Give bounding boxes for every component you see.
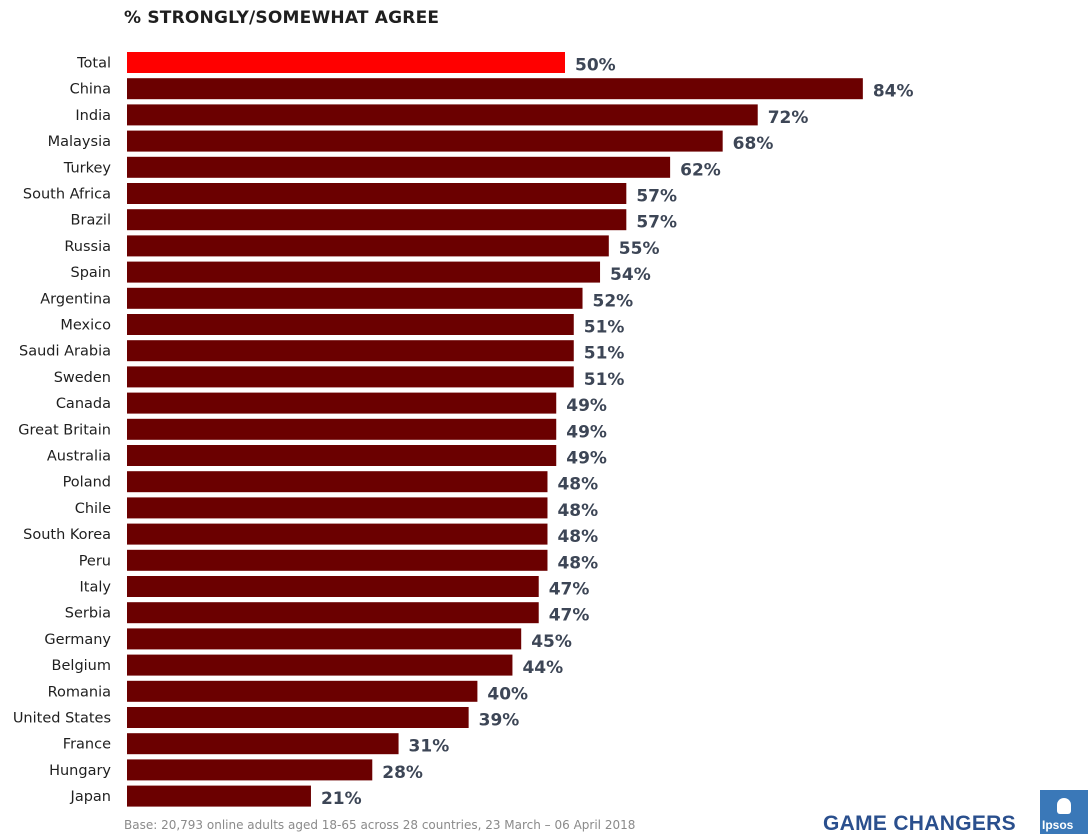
- bar-romania: [127, 680, 478, 702]
- value-label-peru: 48%: [557, 553, 598, 573]
- category-label-russia: Russia: [64, 239, 111, 255]
- category-label-chile: Chile: [75, 501, 111, 517]
- category-label-turkey: Turkey: [63, 160, 112, 176]
- value-label-turkey: 62%: [680, 160, 721, 180]
- bar-belgium: [127, 654, 513, 676]
- base-note: Base: 20,793 online adults aged 18-65 ac…: [124, 818, 636, 832]
- value-label-sweden: 51%: [584, 370, 625, 390]
- category-label-poland: Poland: [63, 475, 111, 491]
- value-label-poland: 48%: [557, 475, 598, 495]
- value-label-chile: 48%: [557, 501, 598, 521]
- bar-poland: [127, 471, 548, 493]
- bar-total: [127, 52, 565, 73]
- value-label-china: 84%: [873, 82, 914, 102]
- category-label-peru: Peru: [79, 553, 111, 569]
- bar-mexico: [127, 314, 574, 335]
- category-label-hungary: Hungary: [49, 763, 111, 779]
- bar-turkey: [127, 156, 671, 178]
- brand-tagline: GAME CHANGERS: [823, 812, 1016, 835]
- category-label-south-korea: South Korea: [23, 527, 111, 543]
- value-label-malaysia: 68%: [733, 134, 774, 154]
- category-label-serbia: Serbia: [65, 606, 111, 622]
- bar-serbia: [127, 602, 539, 624]
- category-label-germany: Germany: [44, 632, 111, 648]
- category-label-malaysia: Malaysia: [48, 134, 111, 150]
- bar-chart: Total 50% China 84% India 72% Malaysia 68% Turke…: [13, 52, 914, 809]
- category-label-brazil: Brazil: [71, 213, 111, 229]
- value-label-mexico: 51%: [584, 318, 625, 338]
- logo-mark-icon: [1057, 798, 1071, 814]
- logo-text: Ipsos: [1042, 818, 1074, 832]
- value-label-total: 50%: [575, 56, 616, 76]
- bar-great-britain: [127, 418, 557, 440]
- category-label-south-africa: South Africa: [23, 187, 111, 203]
- value-label-saudi-arabia: 51%: [584, 344, 625, 364]
- value-label-germany: 45%: [531, 632, 572, 652]
- value-label-spain: 54%: [610, 265, 651, 285]
- bar-argentina: [127, 287, 583, 309]
- value-label-canada: 49%: [566, 396, 607, 416]
- category-label-total: Total: [76, 56, 111, 72]
- bar-sweden: [127, 366, 574, 388]
- bar-japan: [127, 785, 311, 807]
- chart-subtitle: % STRONGLY/SOMEWHAT AGREE: [124, 8, 440, 28]
- value-label-united-states: 39%: [479, 711, 520, 731]
- bar-united-states: [127, 707, 469, 728]
- bar-canada: [127, 392, 557, 414]
- category-label-argentina: Argentina: [40, 291, 111, 307]
- bar-china: [127, 78, 863, 100]
- category-label-australia: Australia: [47, 449, 111, 465]
- value-label-south-africa: 57%: [636, 187, 677, 207]
- category-label-italy: Italy: [80, 580, 112, 596]
- category-label-france: France: [63, 737, 111, 753]
- bar-india: [127, 104, 758, 126]
- bar-spain: [127, 261, 601, 283]
- bar-chile: [127, 497, 548, 519]
- bar-germany: [127, 628, 522, 650]
- value-label-great-britain: 49%: [566, 422, 607, 442]
- category-label-sweden: Sweden: [54, 370, 111, 386]
- ipsos-logo: Ipsos: [1040, 790, 1088, 834]
- value-label-romania: 40%: [487, 684, 528, 704]
- value-label-japan: 21%: [321, 789, 362, 809]
- value-label-france: 31%: [409, 737, 450, 757]
- category-label-great-britain: Great Britain: [18, 422, 111, 438]
- value-label-brazil: 57%: [636, 213, 677, 233]
- value-label-belgium: 44%: [522, 658, 563, 678]
- category-label-saudi-arabia: Saudi Arabia: [19, 344, 111, 360]
- category-label-spain: Spain: [70, 265, 111, 281]
- value-label-italy: 47%: [549, 580, 590, 600]
- value-label-argentina: 52%: [593, 291, 634, 311]
- bar-france: [127, 733, 399, 755]
- bar-russia: [127, 235, 609, 257]
- category-label-canada: Canada: [56, 396, 111, 412]
- category-label-romania: Romania: [48, 684, 111, 700]
- bar-south-africa: [127, 183, 627, 204]
- value-label-serbia: 47%: [549, 606, 590, 626]
- category-label-india: India: [75, 108, 111, 124]
- bar-australia: [127, 445, 557, 466]
- value-label-australia: 49%: [566, 449, 607, 469]
- value-label-russia: 55%: [619, 239, 660, 259]
- bar-brazil: [127, 209, 627, 231]
- bar-peru: [127, 549, 548, 571]
- category-label-united-states: United States: [13, 711, 111, 727]
- bar-hungary: [127, 759, 373, 781]
- category-label-belgium: Belgium: [52, 658, 111, 674]
- bar-saudi-arabia: [127, 340, 574, 362]
- category-label-china: China: [70, 82, 111, 98]
- value-label-india: 72%: [768, 108, 809, 128]
- category-label-mexico: Mexico: [60, 318, 111, 334]
- category-label-japan: Japan: [70, 789, 111, 805]
- value-label-hungary: 28%: [382, 763, 423, 783]
- bar-south-korea: [127, 523, 548, 545]
- bar-italy: [127, 576, 539, 597]
- bar-malaysia: [127, 130, 723, 152]
- value-label-south-korea: 48%: [557, 527, 598, 547]
